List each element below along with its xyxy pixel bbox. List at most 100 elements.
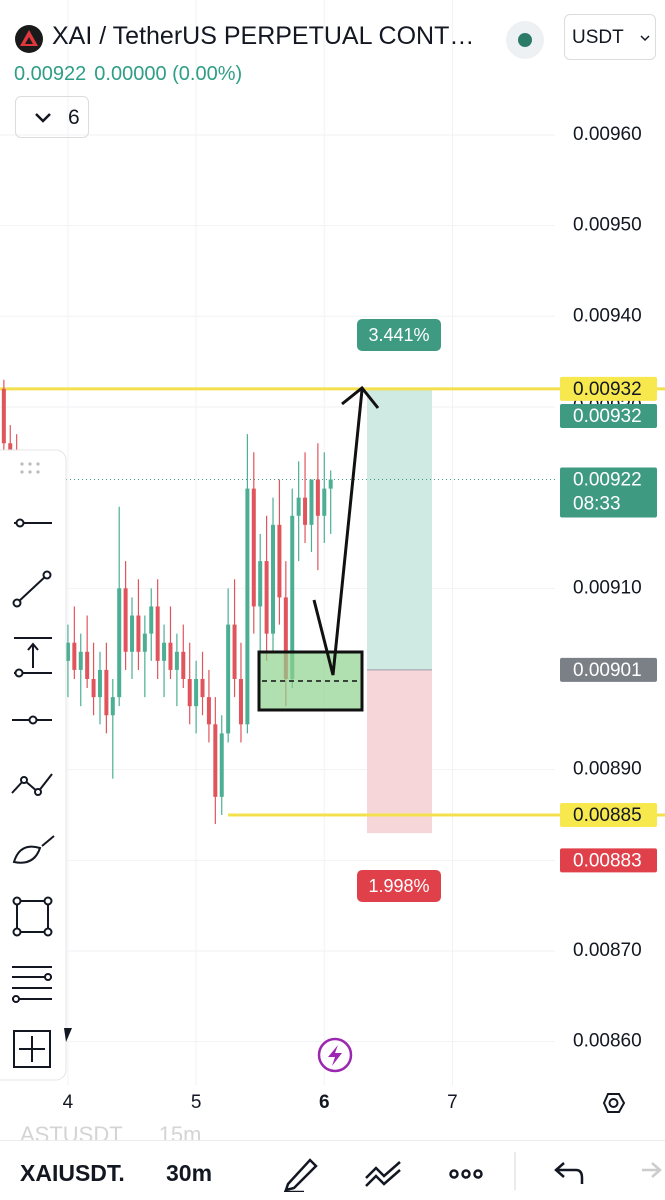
y-tick-label: 0.00870 xyxy=(573,940,642,961)
trend-line-tool[interactable] xyxy=(12,570,52,608)
target-price-label-box xyxy=(560,404,657,429)
x-tick-label: 5 xyxy=(191,1092,202,1113)
line-price-label: 0.00885 xyxy=(573,805,642,826)
candle-body xyxy=(91,678,96,698)
x-tick-label: 6 xyxy=(319,1092,330,1113)
brush-tool[interactable] xyxy=(12,835,55,864)
candle-body xyxy=(155,606,160,661)
candle-body xyxy=(65,642,70,661)
candle-body xyxy=(149,606,154,634)
fib-tool[interactable] xyxy=(12,966,52,1003)
bottom-icons xyxy=(284,1152,662,1192)
position-tool[interactable] xyxy=(14,637,52,678)
candle-body xyxy=(97,669,102,698)
candle-body xyxy=(104,669,109,716)
quote-dropdown[interactable]: USDT xyxy=(564,14,656,60)
entry-price-label: 0.00901 xyxy=(573,660,642,681)
settings-button[interactable] xyxy=(602,1093,626,1113)
candle-body xyxy=(200,678,205,698)
line-price-label: 0.00932 xyxy=(573,379,642,400)
symbol-title[interactable]: XAI / TetherUS PERPETUAL CONT… xyxy=(52,22,475,50)
indicators-count: 6 xyxy=(68,106,80,129)
candle-body xyxy=(136,615,141,652)
target-price-label: 0.00932 xyxy=(573,406,642,427)
profit-label-box xyxy=(357,319,441,351)
candle-body xyxy=(303,497,308,525)
candle-body xyxy=(78,651,83,670)
candle-body xyxy=(117,588,122,698)
loss-zone xyxy=(367,669,432,834)
path-tool[interactable] xyxy=(11,773,53,796)
candle-body xyxy=(271,524,276,634)
toolbar-arrow xyxy=(64,1028,72,1042)
ray-tool[interactable] xyxy=(14,518,52,528)
undo-button[interactable] xyxy=(554,1162,584,1184)
candle-body xyxy=(162,642,167,661)
arrow-head xyxy=(341,385,380,409)
y-tick-label: 0.00960 xyxy=(573,124,642,145)
symbol-logo xyxy=(15,25,43,53)
candle-body xyxy=(213,724,218,797)
dropdown-caret xyxy=(640,35,650,42)
symbol-button[interactable]: XAIUSDT. xyxy=(20,1160,125,1186)
line-price-label-box xyxy=(560,376,657,401)
candle-body xyxy=(296,497,301,516)
draw-button[interactable] xyxy=(284,1158,318,1192)
x-tick-label: 7 xyxy=(447,1092,458,1113)
candle-body xyxy=(123,588,128,652)
quote-currency: USDT xyxy=(572,27,624,48)
candle-body xyxy=(1,388,6,444)
y-tick-label: 0.00910 xyxy=(573,577,642,598)
chart: 0.009600.009500.009400.009300.009100.008… xyxy=(0,0,665,1113)
candle-body xyxy=(245,488,250,725)
candle-body xyxy=(315,479,320,516)
price-line: 0.00922 0.00000 (0.00%) xyxy=(14,63,242,86)
loss-label-box xyxy=(357,870,441,902)
drawing-toolbar xyxy=(0,449,72,1081)
stop-price-label-box xyxy=(560,848,657,873)
timeframe-button[interactable]: 30m xyxy=(166,1160,213,1186)
candle-body xyxy=(258,561,263,607)
candle-body xyxy=(251,488,256,607)
candle-body xyxy=(110,697,115,716)
countdown: 08:33 xyxy=(573,494,621,515)
candle-body xyxy=(277,524,282,598)
candle-body xyxy=(174,651,179,670)
candle-body xyxy=(168,642,173,670)
candle-body xyxy=(219,733,224,797)
candle-body xyxy=(72,642,77,670)
y-tick-label: 0.00940 xyxy=(573,305,642,326)
candle-body xyxy=(328,479,333,489)
candle-body xyxy=(142,633,147,652)
x-tick-label: 4 xyxy=(63,1092,74,1113)
indicators-toggle[interactable]: 6 xyxy=(15,96,89,138)
candle-body xyxy=(238,678,243,725)
candle-body xyxy=(309,479,314,525)
candle-body xyxy=(194,678,199,707)
candle-body xyxy=(264,561,269,634)
market-status[interactable] xyxy=(505,20,545,60)
candle-body xyxy=(283,597,288,679)
entry-price-label-box xyxy=(560,657,657,682)
loss-label: 1.998% xyxy=(368,876,429,896)
user-drawings xyxy=(257,385,380,712)
drag-handle xyxy=(20,462,40,474)
current-price: 0.00922 xyxy=(14,63,87,85)
candle-body xyxy=(187,678,192,707)
redo-button[interactable] xyxy=(642,1162,662,1178)
candle-body xyxy=(226,624,231,734)
rectangle-tool[interactable] xyxy=(12,896,53,937)
horizontal-line-tool[interactable] xyxy=(12,715,52,725)
replay-button[interactable] xyxy=(317,1037,353,1073)
y-tick-label: 0.00950 xyxy=(573,215,642,236)
more-button[interactable] xyxy=(449,1169,483,1179)
candle-body xyxy=(290,515,295,679)
arrow-drawing[interactable] xyxy=(312,389,364,676)
collapse-caret xyxy=(35,113,51,123)
candle-body xyxy=(206,697,211,725)
candle-body xyxy=(181,651,186,679)
indicators-button[interactable] xyxy=(365,1161,401,1187)
stop-price-label: 0.00883 xyxy=(573,850,642,871)
measure-tool[interactable] xyxy=(13,1030,51,1068)
